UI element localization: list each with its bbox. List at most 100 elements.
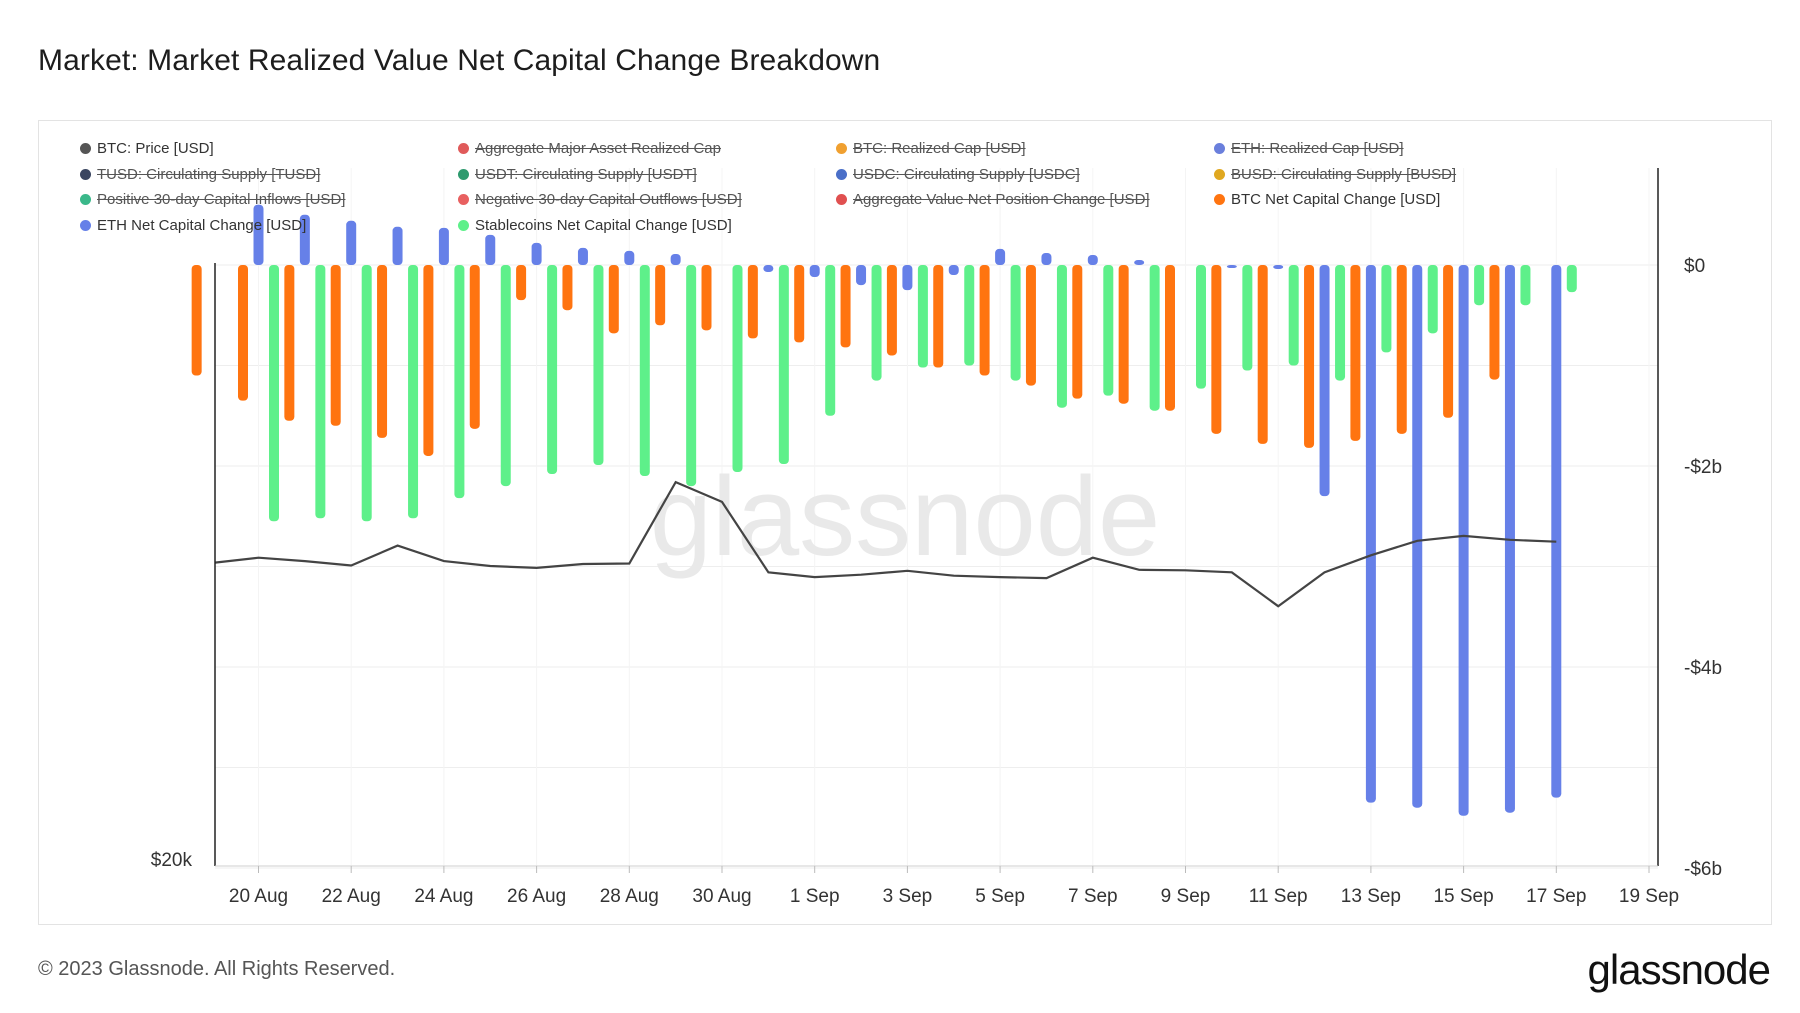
- legend-item[interactable]: USDT: Circulating Supply [USDT]: [458, 166, 697, 183]
- btc-net-capital-bar: [979, 265, 990, 376]
- legend-label: ETH Net Capital Change [USD]: [97, 216, 307, 234]
- stablecoins-net-capital-bar: [1566, 265, 1577, 293]
- stablecoins-net-capital-bar: [593, 265, 604, 465]
- legend-item[interactable]: BTC: Realized Cap [USD]: [836, 140, 1026, 157]
- legend-dot-icon: [458, 143, 469, 154]
- stablecoins-net-capital-bar: [732, 265, 743, 473]
- eth-net-capital-bar: [670, 253, 681, 265]
- legend-label: BTC: Price [USD]: [97, 140, 214, 157]
- legend-dot-icon: [80, 194, 91, 205]
- stablecoins-net-capital-bar: [1196, 265, 1206, 389]
- y-right-tick-label: -$4b: [1684, 658, 1722, 679]
- stablecoins-net-capital-bar: [315, 265, 326, 519]
- legend-dot-icon: [80, 168, 91, 180]
- legend-dot-icon: [836, 168, 847, 180]
- legend-item[interactable]: BTC: Price [USD]: [80, 140, 214, 157]
- btc-price-line: [214, 480, 1557, 608]
- stablecoins-net-capital-bar: [871, 265, 882, 381]
- eth-net-capital-bar: [485, 234, 496, 265]
- eth-net-capital-bar: [1273, 265, 1284, 270]
- eth-net-capital-bar: [1319, 265, 1330, 497]
- chart-panel: [38, 120, 1772, 925]
- legend-dot-icon: [836, 194, 847, 205]
- eth-net-capital-bar: [995, 248, 1006, 265]
- btc-net-capital-bar: [469, 265, 480, 429]
- stablecoins-net-capital-bar: [825, 265, 836, 416]
- legend-label: BTC: Realized Cap [USD]: [853, 140, 1026, 157]
- btc-net-capital-bar: [933, 265, 944, 368]
- legend-dot-icon: [836, 143, 847, 154]
- legend-item[interactable]: Negative 30-day Capital Outflows [USD]: [458, 191, 742, 208]
- legend-label: Negative 30-day Capital Outflows [USD]: [475, 191, 742, 208]
- legend-item[interactable]: Aggregate Major Asset Realized Cap: [458, 140, 721, 157]
- stablecoins-net-capital-bar: [1103, 265, 1114, 396]
- x-tick-label: 30 Aug: [692, 886, 751, 907]
- eth-net-capital-bar: [1365, 265, 1376, 803]
- x-tick-label: 28 Aug: [600, 886, 659, 907]
- stablecoins-net-capital-bar: [454, 265, 465, 499]
- legend-dot-icon: [458, 219, 469, 231]
- legend-label: Aggregate Value Net Position Change [USD…: [853, 191, 1150, 208]
- btc-net-capital-bar: [1304, 265, 1315, 448]
- stablecoins-net-capital-bar: [1335, 265, 1346, 381]
- eth-net-capital-bar: [1134, 259, 1145, 265]
- page-title: Market: Market Realized Value Net Capita…: [38, 44, 881, 77]
- legend-dot-icon: [1214, 168, 1225, 180]
- eth-net-capital-bar: [624, 250, 635, 265]
- legend-item[interactable]: TUSD: Circulating Supply [TUSD]: [80, 166, 320, 183]
- eth-net-capital-bar: [809, 265, 820, 278]
- btc-net-capital-bar: [562, 265, 573, 311]
- btc-net-capital-bar: [1165, 265, 1175, 411]
- legend-label: USDT: Circulating Supply [USDT]: [475, 165, 697, 183]
- btc-net-capital-bar: [423, 265, 434, 456]
- eth-net-capital-bar: [856, 265, 867, 286]
- legend-label: Positive 30-day Capital Inflows [USD]: [97, 191, 346, 208]
- legend-label: ETH: Realized Cap [USD]: [1231, 140, 1404, 157]
- legend-item[interactable]: USDC: Circulating Supply [USDC]: [836, 166, 1080, 183]
- eth-net-capital-bar: [1226, 265, 1237, 269]
- btc-net-capital-bar: [747, 265, 758, 339]
- x-tick-label: 13 Sep: [1341, 886, 1401, 907]
- stablecoins-net-capital-bar: [547, 265, 558, 475]
- eth-net-capital-bar: [763, 265, 774, 273]
- stablecoins-net-capital-bar: [1381, 265, 1392, 353]
- eth-net-capital-bar: [902, 265, 913, 291]
- legend-item[interactable]: ETH: Realized Cap [USD]: [1214, 140, 1404, 157]
- eth-net-capital-bar: [1551, 265, 1562, 798]
- legend-label: USDC: Circulating Supply [USDC]: [853, 165, 1080, 183]
- eth-net-capital-bar: [438, 227, 449, 265]
- legend-item[interactable]: Positive 30-day Capital Inflows [USD]: [80, 191, 345, 208]
- btc-net-capital-bar: [1025, 265, 1036, 386]
- legend-item[interactable]: ETH Net Capital Change [USD]: [80, 217, 306, 234]
- legend-item[interactable]: BUSD: Circulating Supply [BUSD]: [1214, 166, 1456, 183]
- btc-net-capital-bar: [840, 265, 851, 348]
- btc-net-capital-bar: [191, 265, 202, 376]
- legend-dot-icon: [1214, 194, 1225, 205]
- btc-net-capital-bar: [1443, 265, 1454, 418]
- btc-net-capital-bar: [794, 265, 805, 343]
- legend-item[interactable]: Aggregate Value Net Position Change [USD…: [836, 191, 1150, 208]
- legend-item[interactable]: BTC Net Capital Change [USD]: [1214, 191, 1440, 208]
- legend-label: BTC Net Capital Change [USD]: [1231, 191, 1441, 208]
- stablecoins-net-capital-bar: [361, 265, 372, 522]
- btc-net-capital-bar: [1072, 265, 1083, 399]
- stablecoins-net-capital-bar: [1288, 265, 1299, 366]
- x-tick-label: 5 Sep: [975, 886, 1025, 907]
- eth-net-capital-bar: [531, 242, 542, 265]
- legend-item[interactable]: Stablecoins Net Capital Change [USD]: [458, 217, 732, 234]
- btc-net-capital-bar: [886, 265, 897, 356]
- btc-net-capital-bar: [1211, 265, 1222, 434]
- eth-net-capital-bar: [299, 214, 310, 265]
- stablecoins-net-capital-bar: [964, 265, 975, 366]
- x-tick-label: 17 Sep: [1526, 886, 1586, 907]
- eth-net-capital-bar: [1412, 265, 1423, 808]
- btc-net-capital-bar: [655, 265, 666, 326]
- x-tick-label: 19 Sep: [1619, 886, 1679, 907]
- eth-net-capital-bar: [948, 265, 959, 276]
- eth-net-capital-bar: [253, 204, 264, 265]
- legend-dot-icon: [458, 168, 469, 180]
- y-right-tick-label: $0: [1684, 256, 1705, 277]
- btc-net-capital-bar: [330, 265, 341, 426]
- legend-dot-icon: [80, 219, 91, 231]
- x-tick-label: 26 Aug: [507, 886, 566, 907]
